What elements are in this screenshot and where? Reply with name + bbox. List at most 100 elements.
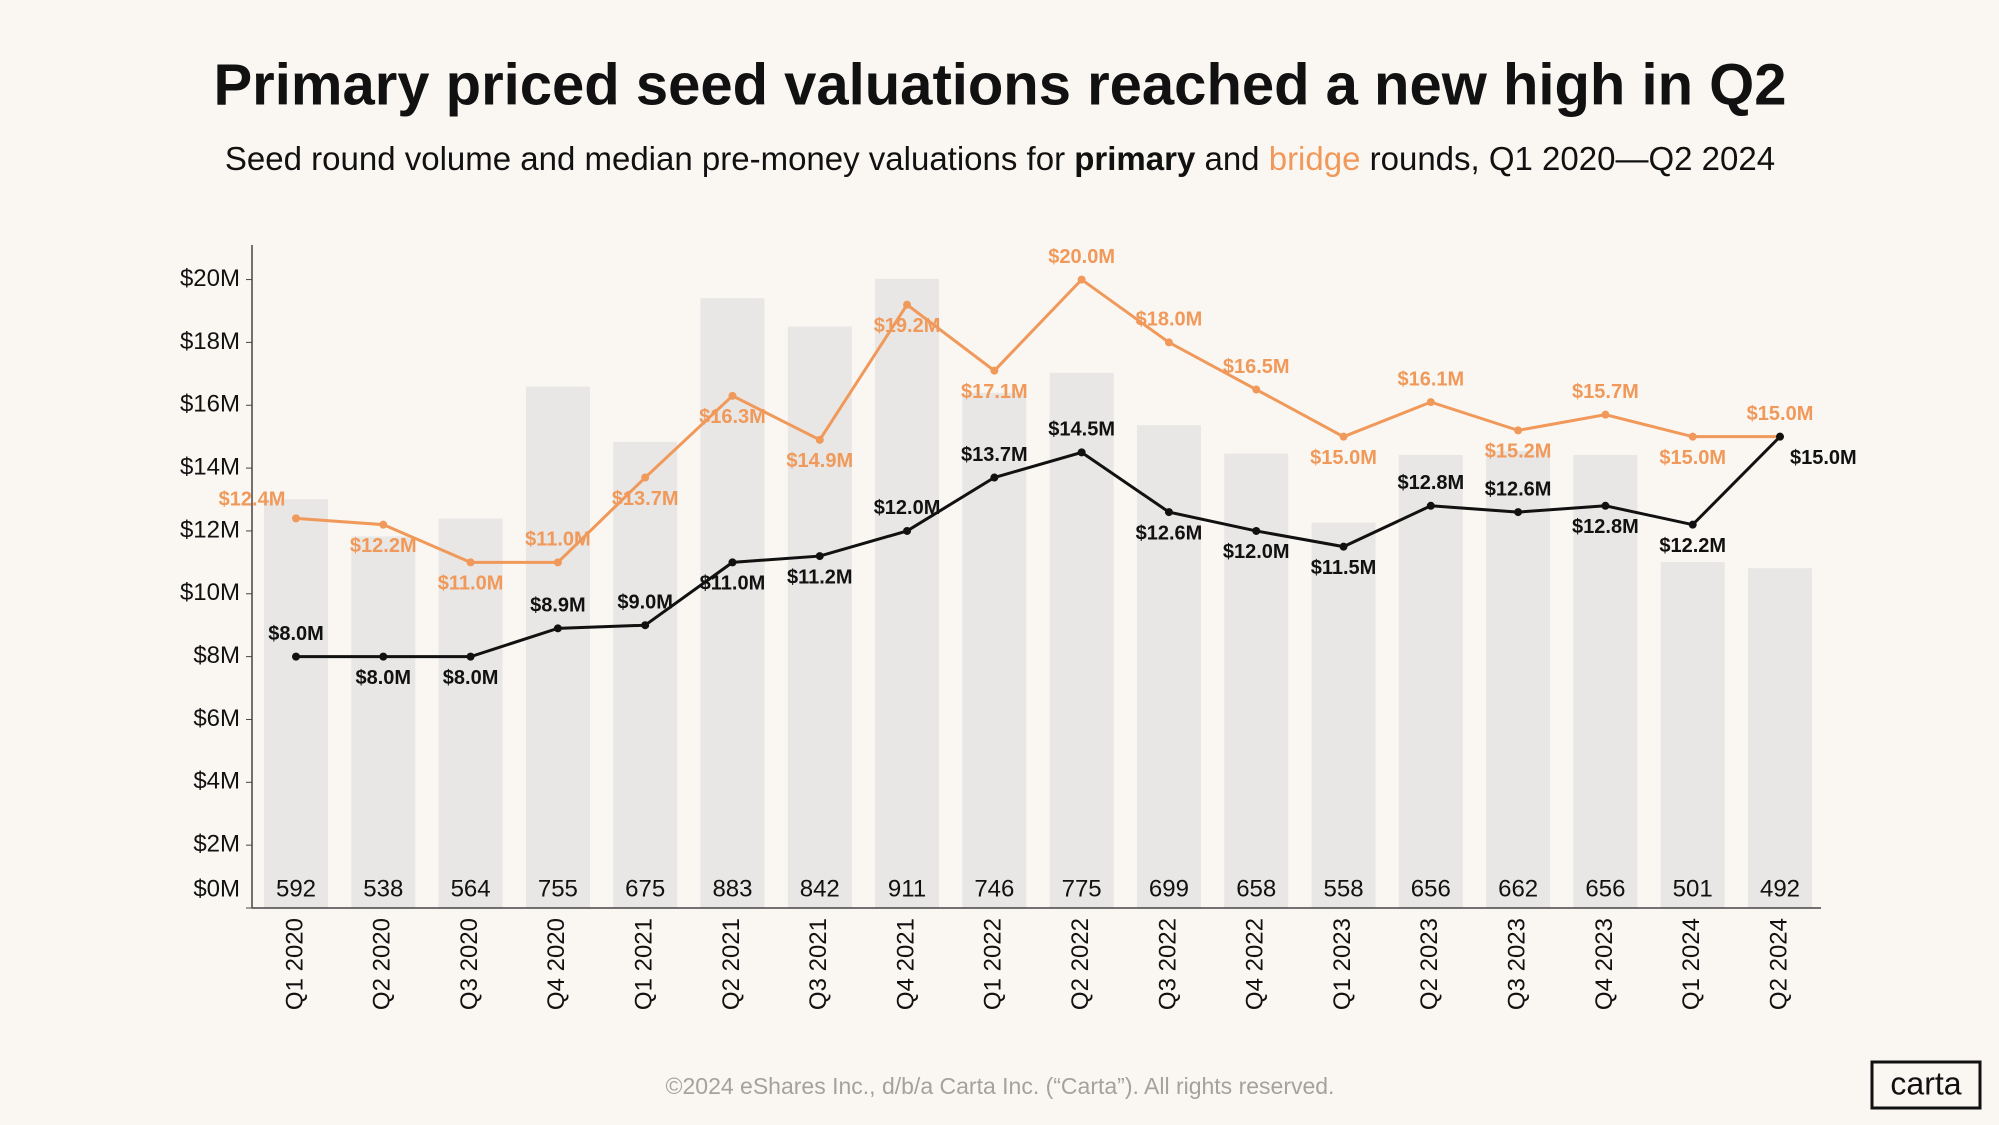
point (553, 624, 562, 633)
value-label: $11.2M (787, 566, 853, 588)
x-tick-label: Q4 2021 (892, 918, 919, 1010)
bar (1660, 561, 1725, 908)
point (728, 558, 737, 567)
point (990, 473, 999, 482)
bar (1224, 453, 1289, 908)
bar-count-label: 883 (712, 875, 752, 902)
bar (525, 386, 590, 908)
chart-title: Primary priced seed valuations reached a… (214, 52, 1787, 117)
bar-count-label: 538 (363, 875, 403, 902)
bar (1311, 522, 1376, 908)
point (1688, 432, 1697, 441)
x-tick-label: Q2 2024 (1765, 918, 1792, 1010)
point (292, 514, 300, 523)
value-label: $12.6M (1136, 522, 1203, 544)
value-label: $8.0M (355, 667, 411, 689)
bar-count-label: 911 (888, 875, 926, 902)
value-label: $12.4M (219, 489, 286, 511)
x-tick-label: Q3 2023 (1503, 918, 1530, 1010)
point (1514, 508, 1523, 517)
point (1776, 432, 1784, 441)
value-label: $14.9M (786, 450, 853, 472)
logo-box (1870, 1060, 1982, 1110)
point (1077, 275, 1086, 284)
bar (351, 536, 416, 908)
point (1164, 508, 1173, 517)
y-tick-label: $18M (180, 328, 240, 355)
point (641, 473, 650, 482)
bar (264, 499, 328, 908)
bar-count-label: 842 (800, 875, 840, 902)
bar-count-label: 662 (1498, 875, 1538, 902)
bar-count-label: 592 (276, 875, 316, 902)
point (1339, 432, 1348, 441)
value-label: $12.0M (874, 497, 941, 519)
point (903, 526, 912, 535)
logo: carta (1890, 1065, 1961, 1101)
value-label: $15.2M (1485, 441, 1552, 463)
bar-count-label: 699 (1149, 875, 1189, 902)
point (728, 391, 737, 400)
bar (1398, 454, 1463, 908)
point (466, 652, 475, 661)
y-tick-label: $4M (193, 768, 240, 795)
value-label: $16.1M (1397, 368, 1464, 390)
value-label: $16.3M (699, 406, 766, 428)
bar-count-label: 501 (1673, 875, 1713, 902)
point (1426, 398, 1435, 407)
bar (700, 298, 765, 909)
point (1339, 542, 1348, 551)
bar-count-label: 656 (1411, 875, 1451, 902)
x-tick-label: Q1 2020 (281, 918, 308, 1010)
bar-count-label: 755 (538, 875, 578, 902)
x-tick-label: Q2 2023 (1416, 918, 1443, 1010)
value-label: $15.0M (1310, 447, 1377, 469)
x-tick-label: Q2 2021 (718, 918, 745, 1010)
subtitle-bridge: bridge (1269, 140, 1361, 177)
value-label: $20.0M (1048, 246, 1115, 268)
value-label: $13.7M (961, 444, 1028, 466)
bar (875, 278, 940, 908)
point (990, 366, 999, 375)
value-label: $8.0M (443, 667, 499, 689)
point (1688, 520, 1697, 529)
value-label: $11.0M (438, 573, 504, 595)
subtitle-part: rounds, Q1 2020—Q2 2024 (1360, 140, 1775, 177)
bar-count-label: 775 (1062, 875, 1102, 902)
line (295, 277, 1780, 564)
chart-subtitle: Seed round volume and median pre-money v… (225, 140, 1775, 177)
value-label: $8.0M (268, 623, 324, 645)
bar (1573, 454, 1638, 908)
x-tick-label: Q3 2020 (456, 918, 483, 1010)
bar (438, 518, 503, 908)
value-label: $17.1M (961, 381, 1028, 403)
value-label: $15.0M (1747, 403, 1814, 425)
point (379, 652, 388, 661)
point (292, 652, 300, 661)
value-label: $11.0M (525, 529, 591, 551)
point (1252, 526, 1261, 535)
bar-count-label: 658 (1236, 875, 1276, 902)
value-label: $12.8M (1397, 472, 1464, 494)
value-label: $19.2M (874, 315, 941, 337)
x-tick-label: Q2 2020 (369, 918, 396, 1010)
x-tick-label: Q4 2020 (543, 918, 570, 1010)
x-tick-label: Q4 2023 (1591, 918, 1618, 1010)
bar-count-label: 675 (625, 875, 665, 902)
bar-count-label: 656 (1585, 875, 1625, 902)
bar (613, 441, 678, 908)
value-label: $13.7M (612, 488, 679, 510)
value-label: $11.5M (1311, 557, 1377, 579)
point (903, 300, 912, 309)
y-tick-label: $6M (193, 705, 240, 732)
y-tick-label: $20M (180, 265, 240, 292)
value-label: $15.0M (1790, 447, 1857, 469)
y-tick-label: $12M (180, 516, 240, 543)
x-tick-label: Q1 2021 (631, 918, 658, 1010)
point (1426, 501, 1435, 510)
bar (1748, 568, 1812, 908)
point (553, 558, 562, 567)
value-label: $15.0M (1659, 447, 1726, 469)
subtitle-part: and (1195, 140, 1268, 177)
x-tick-label: Q2 2022 (1067, 918, 1094, 1010)
